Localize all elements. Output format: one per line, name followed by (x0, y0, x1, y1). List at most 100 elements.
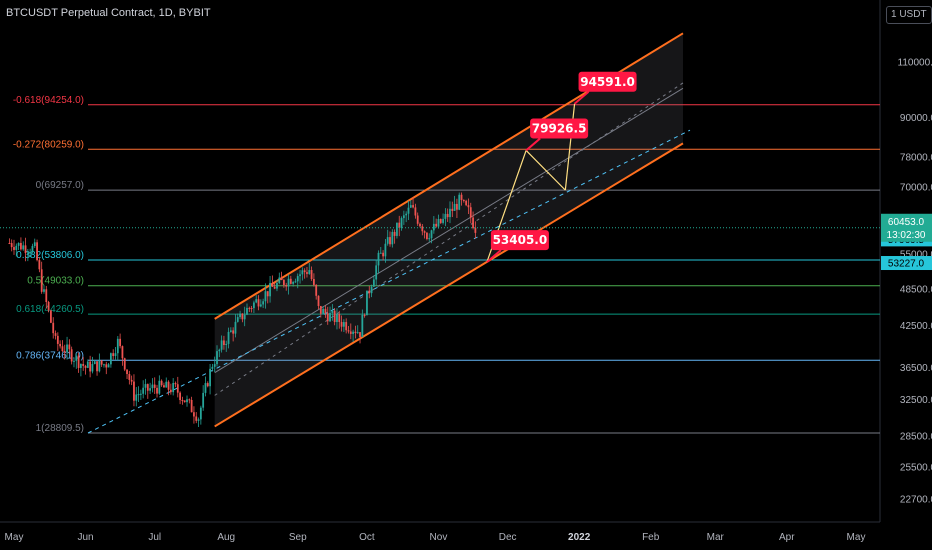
candle-body (68, 344, 71, 350)
channel-lower-line (214, 142, 684, 428)
candle-body (179, 392, 181, 401)
candle-body (467, 205, 470, 208)
candle-body (93, 361, 96, 365)
time-axis-tick: Aug (217, 532, 235, 543)
candle-body (193, 412, 195, 417)
candle-body (460, 194, 463, 201)
candle-body (204, 383, 207, 393)
time-axis-tick: Nov (430, 532, 448, 543)
fib-level-label: 0.786(37461.0) (16, 350, 84, 361)
candle-body (40, 269, 43, 292)
candle-body (264, 291, 267, 302)
candle-body (241, 313, 244, 320)
candle-body (13, 247, 15, 250)
candle-body (112, 353, 115, 357)
candle-body (453, 203, 456, 211)
candle-body (347, 330, 350, 332)
candle-body (199, 407, 202, 420)
price-callout-box (490, 230, 549, 251)
candle-body (255, 299, 258, 303)
time-axis-tick: May (847, 532, 866, 543)
currency-unit-button[interactable]: 1 USDT (886, 6, 932, 24)
candle-body (469, 207, 472, 218)
candle-body (446, 213, 449, 218)
candle-body (289, 278, 292, 284)
candle-body (342, 322, 345, 327)
time-axis-tick: Sep (289, 532, 307, 543)
candle-body (310, 270, 313, 280)
candle-body (209, 368, 211, 387)
candle-body (103, 364, 105, 366)
candle-body (17, 242, 20, 246)
candle-body (29, 252, 32, 254)
candle-body (153, 384, 156, 388)
candle-body (329, 312, 331, 322)
candle-body (416, 215, 419, 224)
candle-body (146, 384, 149, 391)
fib-level-label: -0.272(80259.0) (13, 139, 84, 150)
candle-body (340, 322, 343, 327)
candle-body (409, 205, 412, 208)
candle-body (474, 228, 477, 233)
candle-body (149, 388, 152, 391)
candle-body (26, 252, 29, 254)
candle-body (356, 332, 359, 334)
candle-body (172, 382, 175, 393)
candle-body (326, 313, 329, 322)
candle-body (280, 277, 283, 281)
candle-body (188, 399, 191, 401)
last-price-badge (881, 213, 932, 242)
candle-body (414, 207, 417, 216)
channel-median (215, 88, 683, 372)
candle-body (412, 205, 414, 208)
price-callout-label: 94591.0 (580, 75, 635, 89)
candle-body (278, 277, 281, 283)
fib-level-label: -0.618(94254.0) (13, 95, 84, 106)
candle-body (54, 333, 57, 336)
candle-body (306, 272, 308, 274)
candle-body (308, 270, 311, 274)
candle-body (137, 394, 140, 396)
candle-body (391, 231, 394, 245)
price-axis-tick: 25500.0 (900, 462, 932, 473)
price-callout-box (530, 118, 589, 139)
candle-body (135, 394, 138, 401)
candle-body (47, 302, 50, 311)
candle-body (382, 252, 384, 257)
candle-body (393, 231, 396, 236)
callout-pointer (525, 137, 541, 152)
candle-body (59, 343, 62, 347)
candle-body (430, 230, 433, 239)
candle-body (186, 399, 188, 403)
candle-body (398, 222, 401, 228)
candle-body (287, 278, 290, 287)
candle-body (324, 308, 327, 314)
candle-body (15, 245, 18, 250)
candle-body (336, 313, 338, 323)
candle-body (299, 274, 301, 277)
candle-body (24, 245, 27, 254)
candle-body (354, 331, 357, 334)
price-axis-tick: 28500.0 (900, 431, 932, 442)
candle-body (426, 232, 428, 240)
candle-body (213, 364, 216, 367)
candle-body (227, 331, 230, 344)
time-axis-tick: Mar (707, 532, 725, 543)
time-axis-tick: Oct (359, 532, 375, 543)
candle-body (234, 321, 237, 334)
price-axis-tick: 78000.0 (900, 153, 932, 164)
candle-body (437, 219, 440, 227)
candle-body (82, 363, 85, 366)
candle-body (338, 313, 341, 323)
candle-body (419, 223, 421, 227)
candle-body (439, 219, 442, 223)
time-axis-tick: Dec (499, 532, 517, 543)
candle-body (119, 338, 122, 347)
candle-body (163, 385, 165, 388)
candle-body (174, 382, 177, 385)
candle-body (269, 282, 271, 297)
candle-body (246, 307, 248, 315)
candle-body (20, 242, 22, 250)
